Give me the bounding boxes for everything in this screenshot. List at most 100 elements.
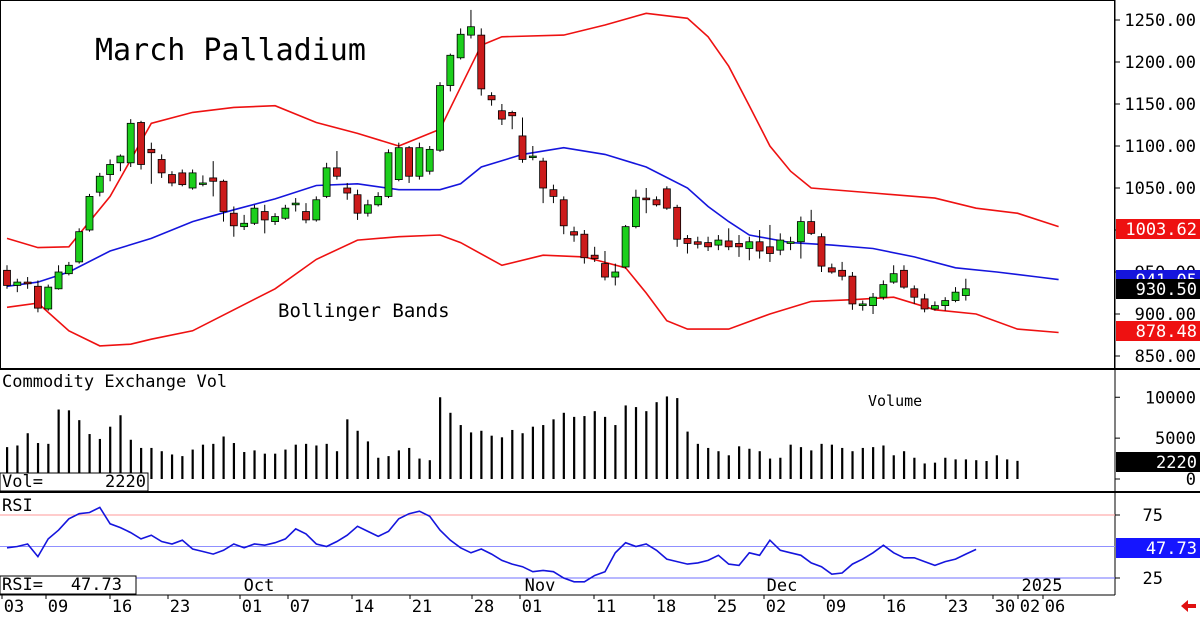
candle-body bbox=[13, 281, 22, 286]
volume-bar bbox=[500, 437, 504, 479]
bollinger-bands bbox=[6, 12, 1059, 347]
candle-body bbox=[374, 195, 383, 206]
candle-body bbox=[869, 296, 877, 307]
candle bbox=[755, 230, 764, 259]
candle bbox=[539, 157, 548, 204]
volume-bar bbox=[284, 449, 287, 479]
volume-bar bbox=[882, 445, 885, 479]
candle bbox=[662, 186, 671, 210]
volume-bar bbox=[603, 416, 607, 479]
volume-bar bbox=[634, 407, 638, 479]
rsi-readout-value: 47.73 bbox=[71, 575, 122, 595]
volume-bar bbox=[913, 457, 916, 479]
candle-body bbox=[900, 269, 908, 288]
volume-bar bbox=[738, 446, 741, 479]
candle-body bbox=[528, 155, 537, 158]
candle bbox=[374, 192, 383, 207]
volume-bar bbox=[346, 419, 349, 479]
candle-body bbox=[44, 286, 53, 310]
volume-bar bbox=[263, 453, 266, 479]
volume-bar bbox=[614, 425, 617, 479]
candle bbox=[23, 277, 32, 289]
price-y-axis: 1250.001200.001150.001100.001050.001000.… bbox=[1115, 11, 1196, 367]
volume-bar bbox=[212, 443, 215, 479]
candle bbox=[796, 216, 805, 259]
candle-body bbox=[126, 122, 135, 164]
volume-readout-box bbox=[0, 472, 149, 492]
volume-y-tick-label: 0 bbox=[1186, 470, 1196, 490]
candle-body bbox=[570, 231, 578, 236]
candle bbox=[621, 224, 630, 269]
candle bbox=[549, 184, 558, 204]
candle bbox=[941, 297, 950, 311]
chart-title: March Palladium bbox=[95, 33, 366, 68]
candle-body bbox=[910, 288, 919, 298]
rsi-pane-title: RSI bbox=[2, 496, 33, 516]
volume-bar bbox=[315, 445, 318, 479]
volume-bar bbox=[717, 451, 720, 479]
volume-bar bbox=[1006, 459, 1009, 479]
volume-bar bbox=[985, 461, 988, 479]
candle bbox=[271, 213, 279, 225]
volume-last-value-label: 2220 bbox=[1116, 452, 1200, 473]
volume-bar bbox=[861, 447, 864, 479]
rsi-last-value-label: 47.73 bbox=[1116, 538, 1200, 559]
candle bbox=[219, 179, 228, 222]
candle-body bbox=[302, 211, 310, 221]
red-left-arrow-icon[interactable] bbox=[1181, 600, 1196, 612]
candle bbox=[333, 151, 341, 180]
candle bbox=[477, 28, 486, 96]
x-day-label: 01 bbox=[522, 597, 542, 617]
volume-bar bbox=[36, 443, 40, 479]
candle bbox=[559, 196, 568, 235]
candle-body bbox=[735, 243, 743, 248]
candle-body bbox=[425, 148, 434, 172]
candle-body bbox=[786, 241, 795, 244]
volume-bar bbox=[181, 456, 184, 479]
volume-bar bbox=[954, 459, 957, 479]
x-day-label: 11 bbox=[596, 597, 616, 617]
volume-bar bbox=[655, 402, 658, 479]
candle-body bbox=[497, 110, 506, 120]
x-day-label: 30 bbox=[995, 597, 1015, 617]
candle-body bbox=[363, 204, 372, 214]
candle bbox=[157, 154, 166, 178]
candle bbox=[260, 204, 269, 234]
bollinger-bands-annotation: Bollinger Bands bbox=[278, 300, 450, 322]
x-day-label: 03 bbox=[4, 597, 24, 617]
candle-body bbox=[961, 288, 970, 296]
candle-body bbox=[683, 237, 692, 244]
candle-body bbox=[168, 174, 176, 184]
rsi-y-axis: 75 25 bbox=[0, 506, 1163, 589]
close-last-value: 930.50 bbox=[1136, 280, 1197, 300]
volume-bar bbox=[109, 426, 112, 479]
candle bbox=[353, 189, 362, 220]
candle bbox=[363, 199, 372, 217]
volume-bar bbox=[6, 447, 9, 479]
x-day-label: 07 bbox=[290, 597, 310, 617]
candle bbox=[518, 117, 527, 163]
candle bbox=[487, 92, 496, 106]
volume-bar bbox=[727, 455, 730, 479]
volume-bar bbox=[583, 416, 586, 479]
volume-bar bbox=[428, 460, 431, 479]
candle-body bbox=[951, 291, 960, 301]
candle bbox=[85, 193, 94, 232]
candle-body bbox=[848, 275, 857, 305]
candle-body bbox=[137, 122, 145, 165]
volume-bar bbox=[944, 457, 947, 479]
candle bbox=[900, 265, 908, 289]
volume-bar bbox=[779, 457, 782, 479]
candle-body bbox=[549, 189, 558, 197]
volume-bar bbox=[387, 456, 390, 479]
candle bbox=[693, 236, 702, 249]
price-y-tick-label: 1150.00 bbox=[1124, 95, 1196, 115]
candle-body bbox=[353, 194, 362, 214]
volume-bar bbox=[820, 443, 823, 479]
x-day-label: 18 bbox=[656, 597, 676, 617]
candle bbox=[807, 209, 816, 236]
candle-body bbox=[745, 241, 754, 249]
candle bbox=[632, 189, 640, 229]
rsi-readout-box bbox=[0, 575, 137, 595]
candle bbox=[497, 104, 506, 125]
